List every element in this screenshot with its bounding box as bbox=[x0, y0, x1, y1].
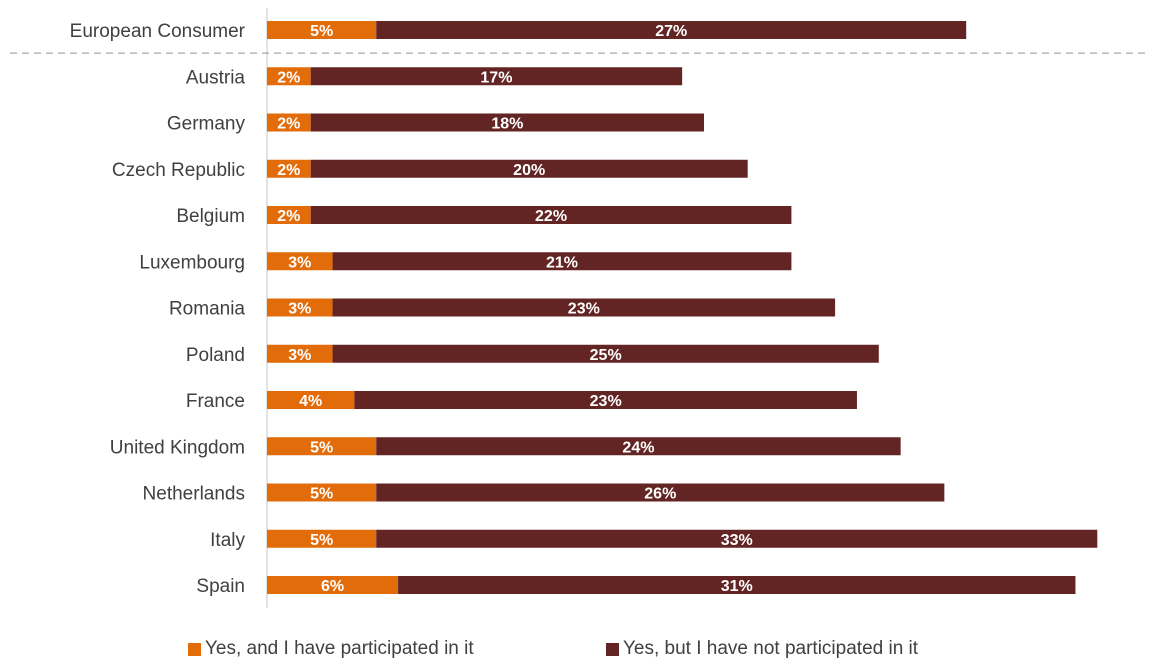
data-label-netherlands-series-2: 26% bbox=[644, 486, 676, 503]
bar-united-kingdom-series-2 bbox=[376, 437, 901, 456]
category-label-luxembourg: Luxembourg bbox=[139, 252, 245, 273]
bar-poland-series-1 bbox=[267, 344, 333, 363]
data-label-france-series-1: 4% bbox=[299, 393, 322, 410]
data-label-european-consumer-series-1: 5% bbox=[310, 23, 333, 40]
bar-france-series-2 bbox=[354, 391, 857, 409]
category-label-poland: Poland bbox=[186, 345, 245, 366]
bar-netherlands-series-2 bbox=[376, 483, 945, 502]
legend-swatch-participated bbox=[188, 642, 201, 656]
bar-italy-series-2 bbox=[376, 529, 1098, 548]
data-label-united-kingdom-series-2: 24% bbox=[622, 439, 654, 456]
bar-germany-series-1 bbox=[267, 113, 311, 132]
bar-united-kingdom-series-1 bbox=[267, 437, 377, 456]
data-label-romania-series-1: 3% bbox=[288, 301, 311, 318]
data-label-austria-series-2: 17% bbox=[480, 69, 512, 86]
bar-spain-series-1 bbox=[267, 576, 399, 594]
bar-czech-republic-series-2 bbox=[310, 159, 748, 178]
category-label-european-consumer: European Consumer bbox=[70, 21, 246, 42]
data-label-united-kingdom-series-1: 5% bbox=[310, 439, 333, 456]
bar-germany-series-2 bbox=[310, 113, 704, 132]
stacked-bar-chart: European Consumer 5% 27% Austria 2% 17% German… bbox=[10, 8, 1150, 608]
legend-item-not-participated: Yes, but I have not participated in it bbox=[606, 638, 918, 660]
bar-poland-series-2 bbox=[332, 344, 879, 363]
data-label-spain-series-1: 6% bbox=[321, 578, 344, 595]
data-label-luxembourg-series-2: 21% bbox=[546, 254, 578, 271]
bar-france-series-1 bbox=[267, 391, 355, 409]
bar-belgium-series-1 bbox=[267, 206, 311, 224]
data-label-poland-series-2: 25% bbox=[590, 347, 622, 364]
category-label-italy: Italy bbox=[210, 530, 245, 551]
bar-netherlands-series-1 bbox=[267, 483, 377, 502]
legend-swatch-not-participated bbox=[606, 642, 619, 656]
data-label-germany-series-1: 2% bbox=[277, 116, 300, 133]
bar-spain-series-2 bbox=[398, 576, 1076, 594]
data-label-germany-series-2: 18% bbox=[491, 116, 523, 133]
data-label-czech-republic-series-1: 2% bbox=[277, 162, 300, 179]
bar-romania-series-2 bbox=[332, 298, 836, 317]
category-label-united-kingdom: United Kingdom bbox=[110, 437, 245, 458]
bar-austria-series-2 bbox=[310, 67, 683, 86]
data-label-france-series-2: 23% bbox=[590, 393, 622, 410]
category-label-belgium: Belgium bbox=[176, 206, 245, 227]
bar-luxembourg-series-2 bbox=[332, 252, 792, 271]
category-label-austria: Austria bbox=[186, 67, 246, 88]
legend-label-not-participated: Yes, but I have not participated in it bbox=[623, 638, 919, 659]
bar-italy-series-1 bbox=[267, 529, 377, 548]
data-label-belgium-series-2: 22% bbox=[535, 208, 567, 225]
data-label-spain-series-2: 31% bbox=[721, 578, 753, 595]
data-label-italy-series-1: 5% bbox=[310, 532, 333, 549]
bar-european-consumer-series-1 bbox=[267, 21, 377, 39]
data-label-czech-republic-series-2: 20% bbox=[513, 162, 545, 179]
bar-luxembourg-series-1 bbox=[267, 252, 333, 271]
category-label-romania: Romania bbox=[169, 299, 245, 320]
category-label-france: France bbox=[186, 391, 245, 412]
data-label-italy-series-2: 33% bbox=[721, 532, 753, 549]
data-label-netherlands-series-1: 5% bbox=[310, 486, 333, 503]
category-label-spain: Spain bbox=[196, 576, 245, 597]
data-label-poland-series-1: 3% bbox=[288, 347, 311, 364]
data-label-romania-series-2: 23% bbox=[568, 301, 600, 318]
bar-czech-republic-series-1 bbox=[267, 159, 311, 178]
data-label-belgium-series-1: 2% bbox=[277, 208, 300, 225]
category-label-germany: Germany bbox=[167, 114, 246, 135]
bar-austria-series-1 bbox=[267, 67, 311, 86]
legend-item-participated: Yes, and I have participated in it bbox=[188, 638, 474, 660]
legend-label-participated: Yes, and I have participated in it bbox=[205, 638, 474, 659]
bar-romania-series-1 bbox=[267, 298, 333, 317]
data-label-european-consumer-series-2: 27% bbox=[655, 23, 687, 40]
data-label-luxembourg-series-1: 3% bbox=[288, 254, 311, 271]
bar-european-consumer-series-2 bbox=[376, 21, 967, 39]
category-label-netherlands: Netherlands bbox=[143, 484, 245, 505]
data-label-austria-series-1: 2% bbox=[277, 69, 300, 86]
bar-belgium-series-2 bbox=[310, 206, 792, 224]
category-label-czech-republic: Czech Republic bbox=[112, 160, 245, 181]
